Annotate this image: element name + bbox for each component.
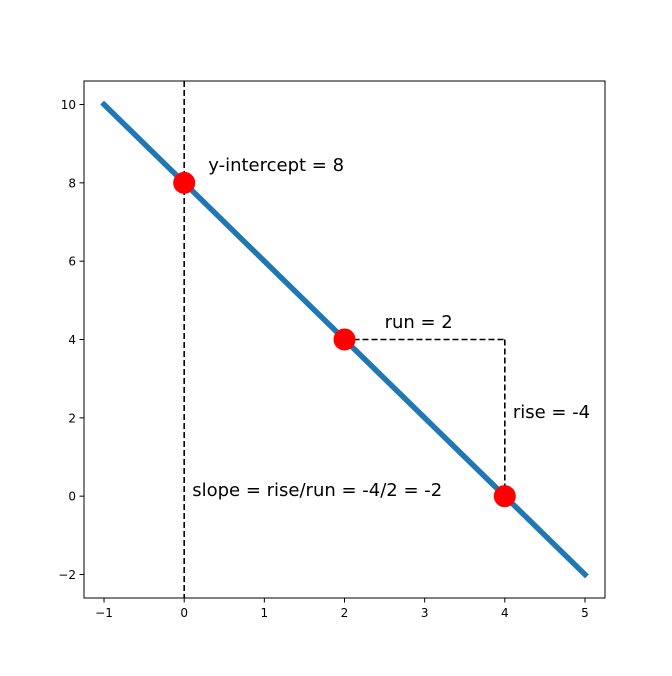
annotation-y-intercept: y-intercept = 8 <box>208 155 344 176</box>
x-tick-label: 2 <box>341 606 349 620</box>
y-tick-label: 10 <box>61 98 76 112</box>
x-tick-label: 0 <box>180 606 188 620</box>
annotation-rise: rise = -4 <box>513 402 590 423</box>
y-tick-label: 8 <box>68 176 76 190</box>
guide-lines-layer <box>183 81 506 598</box>
y-tick-label: 4 <box>68 333 76 347</box>
axis-ticks-layer: −1 0 1 2 3 4 5 −2 0 2 4 6 8 10 <box>58 98 588 620</box>
points-layer <box>173 171 516 508</box>
y-tick-label: −2 <box>58 568 76 582</box>
annotations-layer: y-intercept = 8 run = 2 rise = -4 slope = r… <box>192 155 590 501</box>
x-tick-label: 3 <box>421 606 429 620</box>
data-point <box>333 328 356 351</box>
y-tick-label: 0 <box>68 490 76 504</box>
data-point <box>173 171 196 194</box>
x-tick-label: 4 <box>501 606 509 620</box>
y-tick-label: 6 <box>68 255 76 269</box>
axes-frame <box>83 80 606 599</box>
x-tick-label: 1 <box>261 606 269 620</box>
annotation-slope: slope = rise/run = -4/2 = -2 <box>192 480 442 501</box>
x-tick-label: −1 <box>95 606 113 620</box>
annotation-run: run = 2 <box>385 312 453 333</box>
y-tick-label: 2 <box>68 411 76 425</box>
data-point <box>493 485 516 508</box>
x-tick-label: 5 <box>581 606 589 620</box>
